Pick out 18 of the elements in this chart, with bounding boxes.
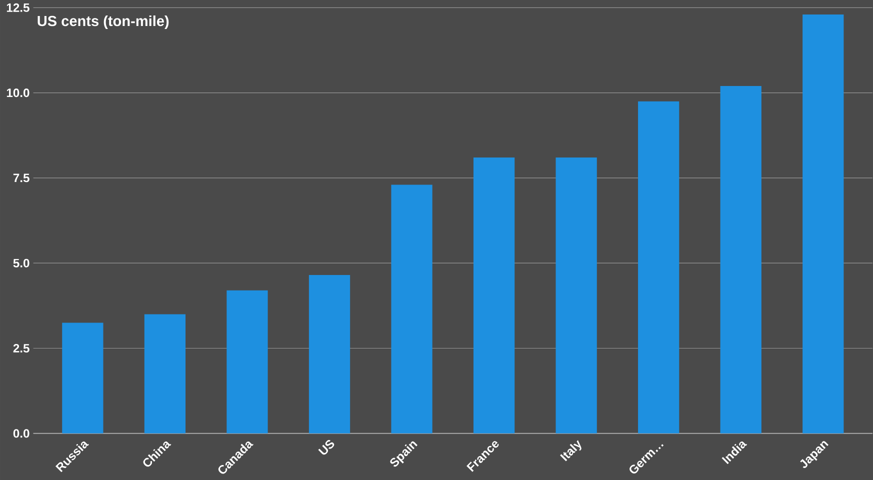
bar	[144, 314, 186, 434]
bar	[556, 157, 597, 434]
bar	[638, 101, 680, 434]
bar	[226, 290, 268, 434]
bar	[391, 184, 432, 434]
text: US cents (ton-mile)	[38, 15, 169, 29]
bar	[308, 274, 350, 434]
y-tick-label: 7.5	[13, 174, 30, 182]
y-tick-label: 12.5	[6, 3, 30, 12]
y-tick-label: 2.5	[13, 344, 30, 352]
y-tick-label: 10.0	[6, 88, 30, 97]
y-tick-label: 5.0	[13, 258, 30, 268]
bar	[473, 157, 515, 434]
y-tick-label: 0.0	[13, 428, 30, 438]
bar	[720, 86, 762, 434]
bar	[802, 14, 844, 434]
bar	[62, 322, 104, 434]
x-tick-label: US	[318, 440, 334, 454]
